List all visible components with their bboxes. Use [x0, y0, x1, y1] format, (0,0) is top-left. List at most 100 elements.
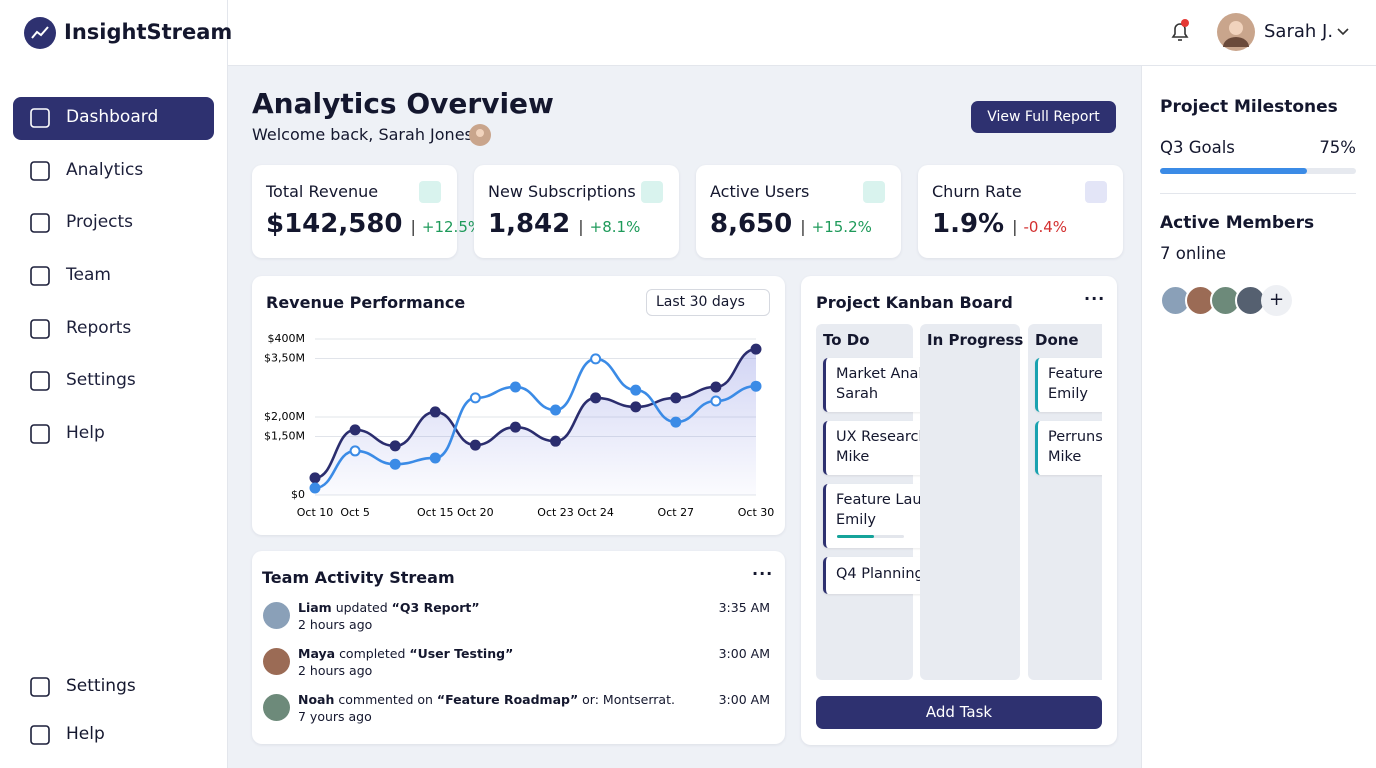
chart-card: Revenue Performance Last 30 days $400M $3,5…	[252, 276, 785, 535]
range-dropdown[interactable]: Last 30 days	[646, 289, 770, 316]
add-task-button[interactable]: Add Task	[816, 696, 1102, 729]
point	[469, 392, 481, 404]
activity-avatar	[263, 648, 290, 675]
kpi-change: +12.5%	[421, 218, 483, 236]
nav-item[interactable]: Help	[66, 423, 105, 443]
activity-user: Noah	[298, 692, 335, 707]
point	[710, 395, 722, 407]
task-title: Q4 Planning	[836, 566, 924, 582]
icon-shape	[30, 677, 50, 697]
nav-active	[13, 97, 214, 140]
separator: |	[578, 217, 584, 236]
point	[429, 452, 441, 464]
point	[309, 482, 321, 494]
kpi-card: Active Users 8,650 | +15.2%	[696, 165, 901, 258]
menu-dots[interactable]: ···	[1084, 289, 1106, 308]
nav-item[interactable]: Analytics	[66, 160, 144, 180]
notification-bell[interactable]	[1166, 18, 1194, 46]
point	[349, 424, 361, 436]
kanban-task[interactable]: Perruns Mike	[1035, 421, 1102, 475]
user-avatar[interactable]	[1217, 13, 1255, 51]
nav-icon	[30, 725, 50, 745]
kpi-value: 1.9%	[932, 209, 1005, 239]
activity-avatar	[263, 602, 290, 629]
point	[509, 381, 521, 393]
point	[389, 440, 401, 452]
nav-item[interactable]: Team	[66, 265, 111, 285]
icon-shape	[30, 266, 50, 286]
y-tick-label: $2,00M	[264, 410, 305, 423]
menu-dots[interactable]: ···	[752, 564, 774, 583]
kpi-trend	[641, 181, 663, 203]
milestones-title: Project Milestones	[1160, 97, 1338, 117]
y-tick-label: $400M	[268, 332, 306, 345]
page-title: Analytics Overview	[252, 87, 554, 120]
kanban-column: Done Feature Emily Perruns Mike	[1028, 324, 1102, 680]
milestone-bar	[1160, 168, 1307, 174]
nav-icon	[30, 677, 50, 697]
x-tick-label: Oct 30	[738, 506, 775, 519]
kpi-trend	[419, 181, 441, 203]
activity-line: Maya completed “User Testing”	[298, 646, 513, 661]
nav-item[interactable]: Settings	[66, 370, 136, 390]
task-title: Perruns	[1048, 429, 1102, 445]
milestone-track	[1160, 168, 1356, 174]
kanban-title: Project Kanban Board	[816, 293, 1013, 312]
nav-item[interactable]: Settings	[66, 676, 136, 696]
nav-item[interactable]: Projects	[66, 212, 134, 232]
task-title: Feature	[1048, 366, 1102, 382]
add-member[interactable]: +	[1261, 285, 1292, 316]
kanban-column: In Progress	[920, 324, 1023, 680]
user-name[interactable]: Sarah J.	[1264, 21, 1334, 42]
activity-action: updated	[335, 600, 388, 615]
point	[710, 381, 722, 393]
x-tick-label: Oct 20	[457, 506, 494, 519]
icon-shape	[30, 213, 50, 233]
kanban-task[interactable]: Feature Emily	[1035, 358, 1102, 412]
separator: |	[800, 217, 806, 236]
nav-item[interactable]: Dashboard	[66, 107, 159, 127]
kpi-card: New Subscriptions 1,842 | +8.1%	[474, 165, 679, 258]
task-title: UX Research	[836, 429, 928, 445]
nav-icon	[30, 319, 50, 339]
activity-detail: 2 hours ago	[298, 663, 373, 678]
point	[630, 401, 642, 413]
chart: $400M $3,50M $2,00M $1,50M $0 Oct 10 Oct 5 Oct …	[264, 332, 775, 519]
kpi-card: Churn Rate 1.9% | -0.4%	[918, 165, 1123, 258]
x-tick-label: Oct 5	[340, 506, 370, 519]
chevron	[1337, 28, 1349, 36]
kpi-label: Churn Rate	[932, 182, 1022, 201]
kanban-columns: To Do Market Analysis Sarah UX Research Mike…	[801, 324, 1102, 681]
point	[429, 406, 441, 418]
nav-item[interactable]: Reports	[66, 318, 132, 338]
kpi-value: $142,580	[266, 209, 403, 239]
activity-card: Team Activity Stream ··· Liam updated “Q3 …	[252, 551, 785, 744]
task-assignee: Emily	[1048, 386, 1088, 402]
kpi-label: New Subscriptions	[488, 182, 636, 201]
nav-item[interactable]: Help	[66, 724, 105, 744]
activity-title: Team Activity Stream	[262, 568, 455, 587]
point	[550, 404, 562, 416]
icon-shape	[30, 319, 50, 339]
kpi-trend	[1085, 181, 1107, 203]
sidebar	[0, 0, 228, 768]
activity-suffix: or: Montserrat.	[582, 692, 675, 707]
activity-detail: 2 hours ago	[298, 617, 373, 632]
x-tick-label: Oct 23	[537, 506, 574, 519]
activity-avatar	[263, 694, 290, 721]
column-name: Done	[1035, 331, 1079, 349]
x-tick-label: Oct 27	[658, 506, 695, 519]
milestone-percent: 75%	[1319, 138, 1356, 157]
kanban-column: To Do Market Analysis Sarah UX Research Mike…	[816, 324, 1012, 680]
y-tick-label: $1,50M	[264, 430, 305, 443]
activity-time: 3:00 AM	[718, 692, 770, 707]
y-tick-label: $0	[291, 488, 305, 501]
activity-detail: 7 yours ago	[298, 709, 372, 724]
progress-track	[837, 535, 904, 538]
point	[389, 458, 401, 470]
activity-action: commented on	[338, 692, 433, 707]
activity-user: Liam	[298, 600, 332, 615]
x-tick-label: Oct 10	[297, 506, 334, 519]
view-report-button[interactable]: View Full Report	[971, 101, 1116, 133]
activity-user: Maya	[298, 646, 336, 661]
